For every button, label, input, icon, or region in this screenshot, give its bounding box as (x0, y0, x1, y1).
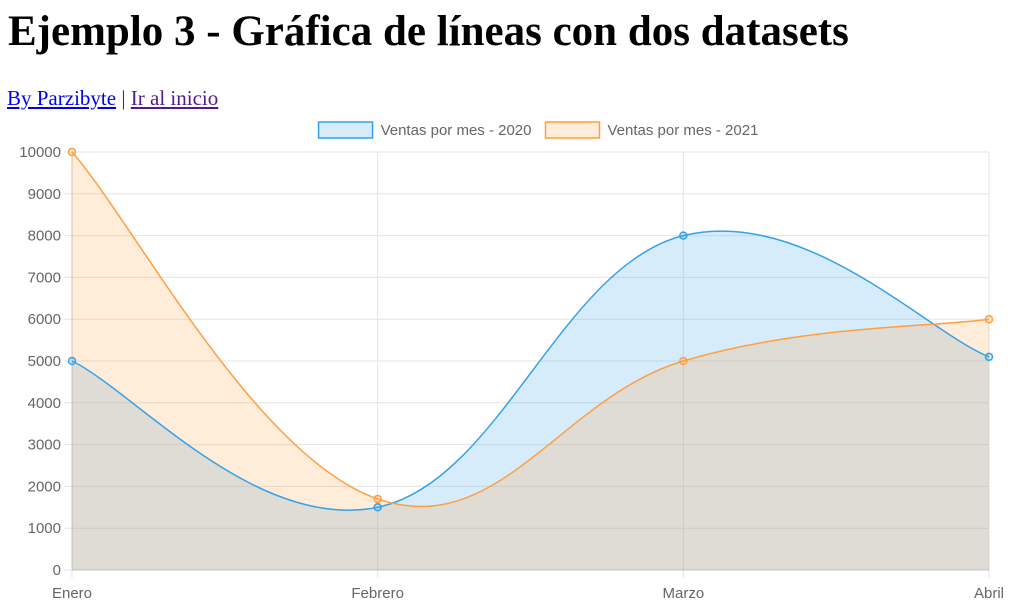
data-point-2 (373, 494, 382, 504)
data-point-2 (67, 147, 77, 157)
data-point-2 (984, 314, 994, 324)
legend-swatch-2[interactable] (544, 121, 601, 139)
link-separator: | (121, 86, 126, 110)
x-tick-label: Marzo (662, 585, 704, 602)
series-area-2 (72, 152, 989, 570)
legend-label-1[interactable]: Ventas por mes - 2020 (381, 122, 532, 139)
legend-swatch-1[interactable] (317, 121, 374, 139)
x-tick-label: Febrero (351, 585, 404, 602)
y-tick-label: 9000 (28, 186, 61, 203)
links-bar: By Parzibyte | Ir al inicio (7, 85, 218, 111)
data-point-1 (67, 356, 77, 366)
y-tick-label: 4000 (28, 395, 61, 412)
x-tick-label: Enero (52, 585, 92, 602)
y-tick-label: 2000 (28, 478, 61, 495)
series-line-1 (71, 230, 990, 511)
y-tick-label: 7000 (28, 269, 61, 286)
x-tick-label: Abril (974, 585, 1004, 602)
data-point-1 (984, 352, 994, 362)
y-tick-label: 10000 (19, 144, 61, 161)
data-point-1 (373, 503, 382, 512)
home-link[interactable]: Ir al inicio (130, 86, 219, 110)
y-tick-label: 6000 (28, 311, 61, 328)
series-area-1 (72, 231, 989, 571)
author-link[interactable]: By Parzibyte (7, 86, 117, 110)
y-tick-label: 1000 (28, 520, 61, 537)
y-tick-label: 5000 (28, 353, 61, 370)
data-point-2 (679, 356, 688, 366)
y-tick-label: 0 (53, 562, 61, 579)
y-tick-label: 3000 (28, 437, 61, 454)
y-tick-label: 8000 (28, 228, 61, 245)
page-title: Ejemplo 3 - Gráfica de líneas con dos da… (8, 8, 849, 55)
legend-label-2[interactable]: Ventas por mes - 2021 (608, 122, 759, 139)
data-point-1 (679, 231, 688, 240)
series-line-2 (71, 151, 990, 508)
